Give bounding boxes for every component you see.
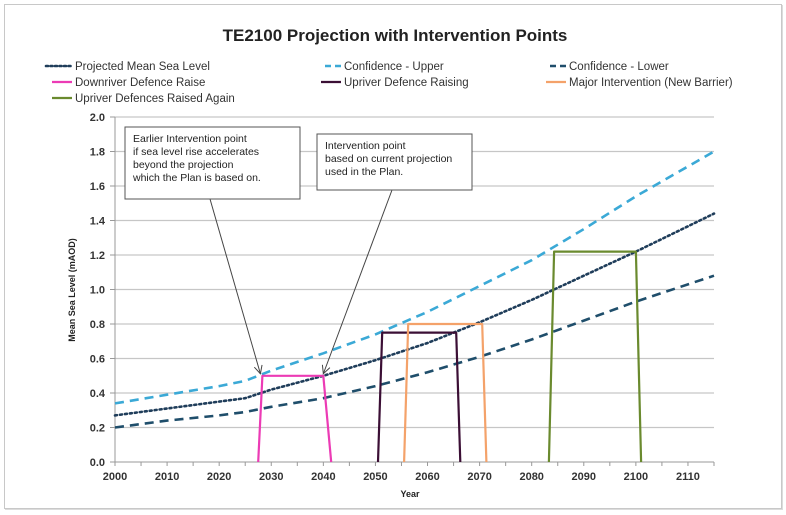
x-tick-label: 2100 [624,471,648,483]
callout-text: if sea level rise accelerates [133,146,259,158]
series-confidence-lower [114,274,715,429]
x-tick-label: 2090 [572,471,596,483]
callout-text: Intervention point [325,140,406,152]
x-tick-label: 2070 [467,471,491,483]
axes: 0.0 0.2 0.4 0.6 0.8 1.0 1.2 1.4 1.6 1.8 2.0 2000 201… [90,112,715,483]
legend-label: Downriver Defence Raise [75,77,205,89]
x-tick-label: 2080 [519,471,543,483]
series-confidence-upper [114,150,715,405]
legend-item: Upriver Defences Raised Again [52,93,235,105]
series-projected-mean-sea-level [113,212,716,417]
y-tick-label: 1.4 [90,216,106,228]
callout-text: based on current projection [325,153,452,165]
legend-item: Major Intervention (New Barrier) [546,77,733,89]
y-tick-label: 1.8 [90,147,105,159]
y-tick-label: 1.0 [90,285,105,297]
y-tick-label: 0.4 [90,388,106,400]
callout-text: used in the Plan. [325,166,403,178]
legend-label: Upriver Defence Raising [344,77,469,89]
y-tick-label: 1.6 [90,181,105,193]
callout-box [124,126,301,200]
y-tick-label: 0.0 [90,457,105,469]
y-tick-label: 0.2 [90,423,105,435]
callout-text: which the Plan is based on. [132,172,261,184]
series-upriver-defences-raised-again [547,250,643,463]
y-tick-label: 2.0 [90,112,105,124]
legend-item: Downriver Defence Raise [52,77,205,89]
x-tick-label: 2060 [415,471,439,483]
legend-label: Upriver Defences Raised Again [75,93,235,105]
legend-item: Confidence - Upper [325,61,444,73]
x-tick-label: 2010 [155,471,179,483]
callout-box [316,133,473,191]
y-tick-label: 1.2 [90,250,105,262]
y-tick-label: 0.8 [90,319,105,331]
legend-label: Major Intervention (New Barrier) [569,77,733,89]
legend-item: Confidence - Lower [550,61,669,73]
series-downriver-defence-raise [257,374,333,463]
x-tick-label: 2040 [311,471,335,483]
legend-label: Projected Mean Sea Level [75,61,210,73]
series-group [113,150,716,463]
legend: Projected Mean Sea Level Confidence - Upp… [44,61,733,105]
x-tick-label: 2000 [103,471,127,483]
x-tick-label: 2110 [676,471,700,483]
x-axis-label: Year [400,489,420,499]
y-axis-label: Mean Sea Level (mAOD) [67,238,77,342]
callout-arrow [323,189,393,374]
legend-item: Projected Mean Sea Level [44,61,210,73]
x-tick-label: 2050 [363,471,387,483]
callout-arrow [209,198,260,374]
y-tick-label: 0.6 [90,354,105,366]
series-upriver-defence-raising [376,331,462,463]
legend-item: Upriver Defence Raising [321,77,469,89]
legend-label: Confidence - Upper [344,61,444,73]
callout-text: beyond the projection [133,159,234,171]
legend-label: Confidence - Lower [569,61,669,73]
callout-text: Earlier Intervention point [133,133,247,145]
x-tick-label: 2030 [259,471,283,483]
chart-title: TE2100 Projection with Intervention Poin… [223,26,568,45]
x-tick-label: 2020 [207,471,231,483]
series-major-intervention-new-barrier [403,322,488,463]
